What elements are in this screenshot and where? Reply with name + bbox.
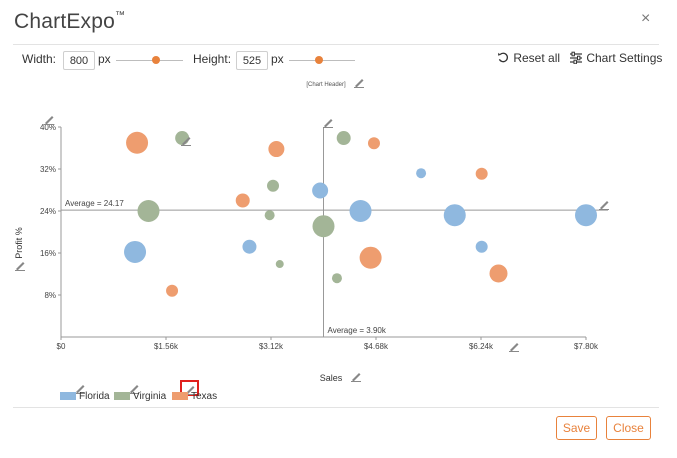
average-y-label: Average = 24.17 xyxy=(65,199,124,208)
x-tick-label: $1.56k xyxy=(154,342,179,351)
height-label: Height: xyxy=(193,52,232,66)
bubble-virginia[interactable] xyxy=(267,179,280,192)
edit-average-y-pencil-icon[interactable] xyxy=(598,198,610,210)
legend-label-florida: Florida xyxy=(79,391,110,402)
bubble-florida[interactable] xyxy=(416,168,427,179)
x-axis-title[interactable]: Sales xyxy=(320,373,343,383)
height-unit: px xyxy=(271,52,284,66)
reset-icon xyxy=(498,52,509,63)
x-tick-label: $6.24k xyxy=(469,342,494,351)
bubble-virginia[interactable] xyxy=(275,260,284,269)
edit-average-x-pencil-icon[interactable] xyxy=(322,116,334,128)
bubble-texas[interactable] xyxy=(268,141,285,158)
bubble-florida[interactable] xyxy=(349,200,372,222)
bubble-virginia[interactable] xyxy=(137,200,160,222)
legend-label-texas: Texas xyxy=(191,391,218,402)
height-input[interactable] xyxy=(236,51,268,70)
width-slider-track[interactable] xyxy=(116,60,183,61)
edit-header-pencil-icon[interactable] xyxy=(353,76,365,88)
reset-all-label: Reset all xyxy=(513,51,561,65)
dialog-title: ChartExpo™ xyxy=(14,10,126,33)
y-tick-label: 32% xyxy=(40,165,56,174)
bubble-texas[interactable] xyxy=(359,246,382,269)
bubble-texas[interactable] xyxy=(126,131,149,154)
bubble-florida[interactable] xyxy=(475,240,488,253)
edit-ylabel-pencil-icon[interactable] xyxy=(14,259,26,271)
x-tick-label: $0 xyxy=(57,342,66,351)
close-icon[interactable]: × xyxy=(641,10,651,27)
width-unit: px xyxy=(98,52,111,66)
legend-item-virginia[interactable]: Virginia xyxy=(114,391,166,402)
bubble-texas[interactable] xyxy=(367,137,380,150)
save-button[interactable]: Save xyxy=(556,416,597,440)
bubble-florida[interactable] xyxy=(312,182,329,199)
y-tick-label: 8% xyxy=(44,291,56,300)
edit-point-pencil-icon[interactable] xyxy=(180,134,192,146)
bubble-florida[interactable] xyxy=(575,204,597,227)
edit-x-axis-pencil-icon[interactable] xyxy=(508,340,520,352)
divider-top xyxy=(13,44,659,45)
reset-all-button[interactable]: Reset all xyxy=(497,51,560,65)
bubble-texas[interactable] xyxy=(166,284,179,297)
width-slider-handle[interactable] xyxy=(152,56,160,64)
y-tick-label: 16% xyxy=(40,249,56,258)
width-label: Width: xyxy=(22,52,57,66)
width-input[interactable] xyxy=(63,51,95,70)
y-tick-label: 24% xyxy=(40,207,56,216)
legend-swatch-texas xyxy=(172,392,188,401)
bubble-virginia[interactable] xyxy=(312,215,335,238)
legend-item-texas[interactable]: Texas xyxy=(172,391,217,402)
legend-label-virginia: Virginia xyxy=(133,391,167,402)
edit-xlabel-pencil-icon[interactable] xyxy=(350,370,362,382)
y-axis-title[interactable]: Profit % xyxy=(14,227,24,259)
edit-legend-virginia-pencil-icon[interactable] xyxy=(128,382,140,394)
edit-y-axis-pencil-icon[interactable] xyxy=(43,113,55,125)
y-tick-label: 40% xyxy=(40,123,56,132)
bubble-texas[interactable] xyxy=(235,193,250,208)
edit-legend-florida-pencil-icon[interactable] xyxy=(74,382,86,394)
bubble-florida[interactable] xyxy=(242,239,257,254)
bubble-florida[interactable] xyxy=(124,240,147,263)
chart-header-placeholder[interactable]: [Chart Header] xyxy=(306,82,346,88)
close-button[interactable]: Close xyxy=(606,416,651,440)
sliders-icon xyxy=(570,51,582,65)
legend-swatch-virginia xyxy=(114,392,130,401)
bubble-virginia[interactable] xyxy=(336,131,351,146)
x-tick-label: $7.80k xyxy=(574,342,599,351)
height-slider-handle[interactable] xyxy=(315,56,323,64)
x-tick-label: $4.68k xyxy=(364,342,389,351)
divider-bottom xyxy=(13,407,659,408)
chart-settings-button[interactable]: Chart Settings xyxy=(569,51,662,65)
bubble-texas[interactable] xyxy=(489,264,508,283)
bubble-texas[interactable] xyxy=(475,167,488,180)
bubble-virginia[interactable] xyxy=(331,273,342,284)
chart-settings-label: Chart Settings xyxy=(586,51,663,65)
bubble-florida[interactable] xyxy=(443,204,466,227)
x-tick-label: $3.12k xyxy=(259,342,284,351)
legend-swatch-florida xyxy=(60,392,76,401)
legend-item-florida[interactable]: Florida xyxy=(60,391,110,402)
average-x-label: Average = 3.90k xyxy=(328,326,387,335)
bubble-virginia[interactable] xyxy=(264,210,275,221)
